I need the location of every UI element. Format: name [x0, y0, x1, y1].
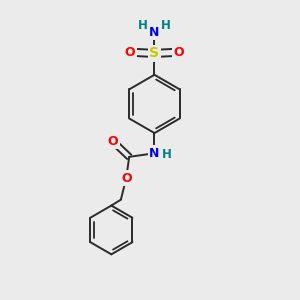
Text: S: S: [149, 46, 160, 60]
Text: O: O: [107, 135, 118, 148]
Text: O: O: [173, 46, 184, 59]
Text: N: N: [149, 26, 160, 38]
Text: H: H: [162, 148, 172, 161]
Text: O: O: [121, 172, 131, 185]
Text: H: H: [161, 19, 171, 32]
Text: O: O: [125, 46, 135, 59]
Text: N: N: [149, 147, 160, 160]
Text: H: H: [138, 19, 148, 32]
